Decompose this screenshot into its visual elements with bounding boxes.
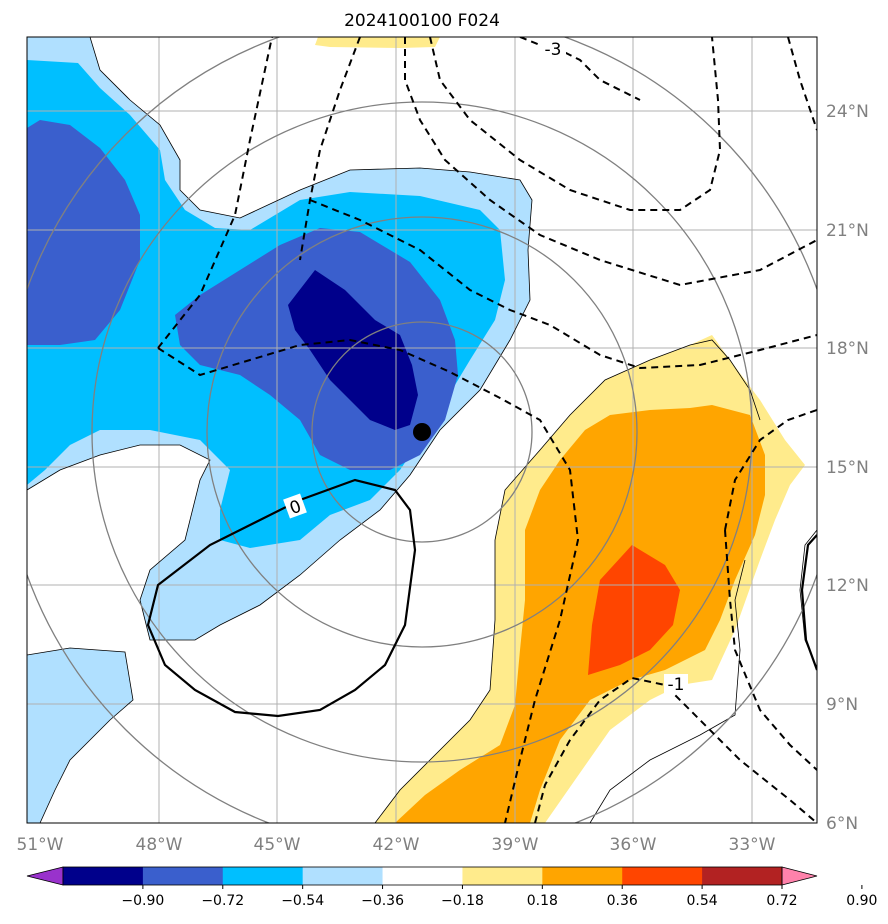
contour-label-bg (283, 493, 307, 519)
colorbar-segment (382, 867, 463, 885)
colorbar-segment (63, 867, 144, 885)
contour-label-bg (664, 674, 688, 694)
lon-label: 51°W (17, 835, 64, 855)
colorbar-extend-high (781, 866, 818, 886)
colorbar-tick-label: 0.36 (607, 893, 638, 909)
weak-positive-area-north (315, 37, 440, 48)
colorbar-segment (702, 867, 783, 885)
colorbar-tick-label: −0.72 (201, 893, 244, 909)
map-plot-area: -3 0 -1 (27, 37, 817, 823)
dashed-contours (157, 37, 817, 823)
colorbar-tick-label: 0.18 (527, 893, 558, 909)
longitude-labels: 51°W 48°W 45°W 42°W 39°W 36°W 33°W (17, 835, 776, 855)
colorbar: −0.90 −0.72 −0.54 −0.36 −0.18 0.18 0.36 0.54 0.7… (26, 866, 877, 909)
strong-negative-area (288, 270, 418, 430)
colorbar-segment (222, 867, 304, 885)
lon-label: 39°W (492, 835, 539, 855)
colorbar-tick-label: 0.90 (846, 893, 877, 909)
map-frame (26, 36, 818, 824)
lat-label: 18°N (826, 339, 869, 359)
colorbar-segment (622, 867, 703, 885)
mid-negative-area-west (27, 120, 140, 345)
negative-anomaly-fill (27, 37, 532, 823)
thin-boundary-contours (27, 37, 817, 823)
lat-label: 12°N (826, 576, 869, 596)
contour-label-minus1: -1 (668, 675, 685, 695)
lon-label: 48°W (136, 835, 183, 855)
lat-label: 9°N (826, 695, 858, 715)
latitude-labels: 24°N 21°N 18°N 15°N 12°N 9°N 6°N (826, 102, 869, 834)
colorbar-tick-label: 0.72 (766, 893, 797, 909)
lon-label: 45°W (254, 835, 301, 855)
colorbar-tick-label: −0.18 (441, 893, 484, 909)
colorbar-tick-label: −0.90 (121, 893, 164, 909)
lat-label: 15°N (826, 458, 869, 478)
colorbar-extend-low (26, 866, 64, 886)
contour-label-minus3: -3 (545, 40, 562, 60)
map-title: 2024100100 F024 (344, 11, 500, 31)
lon-label: 33°W (729, 835, 776, 855)
colorbar-tick-label: 0.54 (687, 893, 718, 909)
colorbar-segment (142, 867, 224, 885)
range-rings (27, 37, 817, 823)
lat-label: 24°N (826, 102, 869, 122)
lat-label: 6°N (826, 814, 858, 834)
colorbar-tick-label: −0.36 (361, 893, 404, 909)
positive-anomaly-fill (315, 37, 805, 823)
weak-negative-area-southwest (27, 648, 133, 823)
lon-label: 42°W (373, 835, 420, 855)
colorbar-tick-label: −0.54 (281, 893, 324, 909)
storm-center-marker (413, 423, 431, 441)
strong-positive-area (588, 545, 680, 675)
lon-label: 36°W (610, 835, 657, 855)
positive-area (395, 405, 765, 823)
colorbar-segment (302, 867, 384, 885)
colorbar-segment (462, 867, 543, 885)
lat-label: 21°N (826, 221, 869, 241)
colorbar-segment (542, 867, 623, 885)
contour-label-bg (540, 38, 566, 58)
colorbar-frame (62, 866, 783, 886)
